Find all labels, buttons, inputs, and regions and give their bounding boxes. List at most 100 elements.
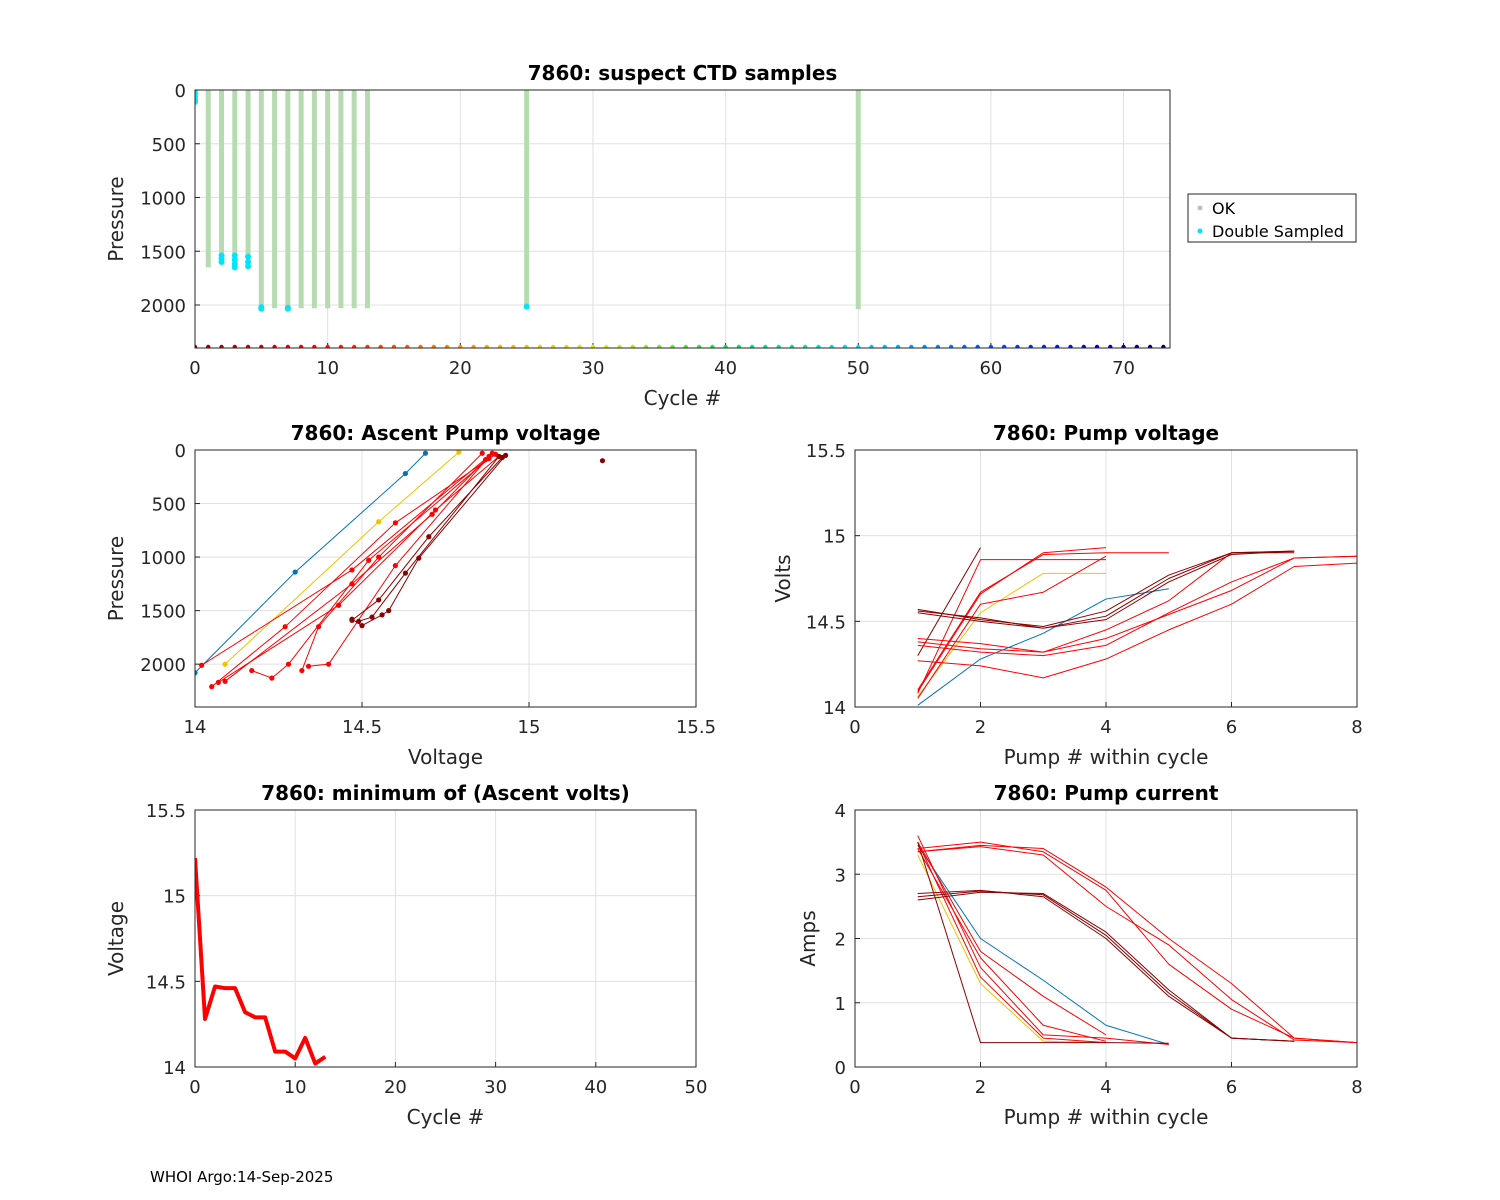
series-point [222, 661, 228, 667]
chart-title: 7860: Pump voltage [993, 421, 1219, 445]
x-tick-label: 8 [1351, 717, 1362, 738]
series-point [379, 612, 385, 618]
series-line [917, 555, 1357, 657]
series-point [349, 567, 355, 573]
cycle-marker [723, 344, 728, 348]
double-sampled-point [284, 305, 291, 312]
series-line [308, 456, 490, 667]
cycle-marker [948, 344, 954, 348]
data-layer [195, 90, 1166, 348]
x-tick-label: 20 [384, 1077, 407, 1098]
cycle-marker [285, 344, 291, 348]
chart-title: 7860: suspect CTD samples [528, 61, 838, 85]
series-line [917, 572, 1106, 698]
cycle-marker [298, 344, 304, 348]
x-tick-label: 14 [184, 717, 207, 738]
legend-ok-marker [1197, 205, 1203, 211]
x-tick-label: 2 [975, 1077, 986, 1098]
y-axis-label: Pressure [104, 536, 128, 621]
cycle-marker [405, 344, 410, 348]
series-point [195, 670, 198, 676]
cycle-marker [351, 344, 357, 348]
cycle-marker [325, 344, 330, 348]
cycle-marker [1041, 344, 1047, 348]
series-point [392, 563, 398, 569]
double-sampled-point [231, 252, 238, 259]
x-tick-label: 14.5 [342, 717, 382, 738]
cycle-marker [670, 344, 675, 348]
cycle-marker [617, 344, 622, 348]
x-tick-label: 0 [849, 1077, 860, 1098]
series-point [356, 618, 362, 624]
cycle-marker [710, 344, 715, 348]
series-line [218, 456, 500, 683]
cycle-marker [816, 344, 821, 348]
x-axis-label: Pump # within cycle [1004, 1105, 1209, 1129]
series-point [282, 624, 288, 630]
cycle-marker [365, 344, 370, 348]
cycle-marker [471, 344, 476, 348]
series-point [199, 662, 205, 668]
x-tick-label: 0 [849, 717, 860, 738]
cycle-marker [245, 344, 251, 348]
x-tick-label: 10 [316, 358, 339, 379]
double-sampled-point [195, 98, 198, 105]
cycle-marker [524, 344, 529, 348]
x-axis-label: Pump # within cycle [1004, 745, 1209, 769]
series-line [917, 845, 1169, 1045]
series-point [222, 678, 228, 684]
series-point [209, 684, 215, 690]
cycle-marker [1015, 344, 1020, 348]
cycle-marker [590, 344, 596, 348]
axes-frame [854, 449, 1358, 708]
series-point [376, 554, 382, 560]
double-sampled-point [231, 264, 238, 271]
series-point [432, 507, 439, 513]
series-point [486, 453, 492, 460]
cycle-marker [829, 344, 834, 348]
series-point [315, 624, 322, 630]
x-axis-label: Cycle # [407, 1105, 485, 1129]
cycle-marker [1001, 344, 1007, 348]
series-line [195, 452, 426, 674]
footer-text: WHOI Argo:14-Sep-2025 [150, 1168, 333, 1186]
series-point [349, 617, 355, 623]
cycle-marker [272, 344, 277, 348]
legend: OK Double Sampled [1187, 193, 1357, 243]
cycle-marker [550, 344, 556, 348]
cycle-marker [1121, 344, 1126, 348]
y-tick-label: 2000 [140, 655, 186, 676]
cycle-marker [736, 344, 742, 348]
series-point [386, 608, 392, 614]
cycle-marker [657, 344, 662, 348]
cycle-marker [630, 344, 635, 348]
y-tick-label: 0 [835, 1058, 846, 1079]
series-line [917, 890, 1295, 1042]
series-point [426, 534, 432, 540]
cycle-marker [312, 344, 317, 348]
data-layer [195, 450, 606, 690]
series-point [215, 679, 221, 685]
cycle-marker [803, 344, 808, 348]
cycle-marker [763, 344, 768, 348]
y-tick-label: 4 [835, 801, 846, 822]
cycle-marker [1094, 344, 1100, 348]
y-axis-label: Voltage [104, 901, 128, 976]
series-line [917, 854, 1107, 1044]
x-tick-label: 4 [1100, 717, 1111, 738]
x-tick-label: 40 [714, 358, 737, 379]
cycle-marker [1081, 344, 1086, 348]
cycle-marker [195, 344, 198, 348]
y-tick-label: 1 [835, 994, 846, 1015]
series-point [456, 450, 462, 455]
double-sampled-point [218, 259, 225, 265]
y-axis-label: Amps [796, 910, 820, 966]
series-line [358, 456, 500, 622]
y-tick-label: 1000 [140, 548, 186, 569]
pump-current-chart: 0 2 4 6 8 0 1 2 3 4 7860: Pump current Pump # withi… [796, 781, 1363, 1129]
y-tick-label: 3 [835, 865, 846, 886]
cycle-marker [1134, 344, 1140, 348]
series-line [917, 841, 1357, 1044]
cycle-marker [391, 344, 397, 348]
